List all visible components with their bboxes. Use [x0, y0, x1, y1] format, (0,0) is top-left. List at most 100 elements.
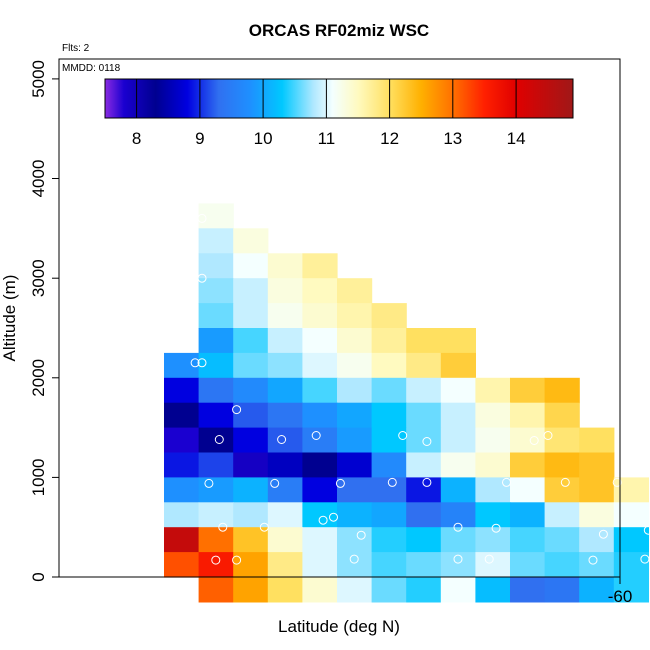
heatmap-cell [233, 452, 269, 478]
heatmap-cell [579, 452, 615, 478]
y-tick-label: 2000 [29, 359, 48, 397]
heatmap-cell [198, 402, 234, 429]
heatmap-cell [510, 402, 546, 429]
heatmap-cell [302, 452, 338, 478]
heatmap-cell [406, 477, 442, 503]
heatmap-cell [406, 502, 442, 528]
heatmap-cell [613, 502, 649, 528]
heatmap-cell [233, 352, 269, 379]
heatmap-cell [579, 477, 615, 503]
heatmap-cell [267, 377, 303, 404]
heatmap-cell [544, 527, 580, 553]
heatmap-cell [302, 502, 338, 528]
flight-marker [329, 512, 338, 522]
flight-marker [197, 273, 207, 283]
heatmap-cell [337, 328, 373, 354]
flight-marker [643, 525, 650, 535]
heatmap-cell [302, 427, 338, 454]
heatmap-cell [198, 377, 234, 404]
y-tick-label: 0 [29, 572, 48, 581]
heatmap-cell [337, 502, 373, 528]
heatmap-cell [510, 377, 546, 404]
heatmap-cell [302, 253, 338, 279]
heatmap-cell [406, 377, 442, 404]
heatmap-cell [440, 477, 476, 503]
heatmap-cell [302, 402, 338, 429]
heatmap-cell [406, 577, 442, 603]
heatmap-cell [371, 303, 407, 329]
heatmap-cell [579, 552, 615, 578]
flight-marker [605, 358, 615, 368]
heatmap-cell [233, 502, 269, 528]
heatmap-cell [544, 452, 580, 478]
colorbar-tick-label: 9 [195, 129, 204, 148]
flight-marker [543, 431, 553, 440]
heatmap-cell [198, 427, 234, 454]
heatmap-cell [337, 402, 373, 429]
heatmap-cell [198, 527, 234, 553]
y-axis: 0 1000 2000 3000 4000 5000 [29, 60, 59, 582]
flight-marker [204, 478, 214, 488]
flight-marker [197, 358, 207, 368]
colorbar-tick-label: 10 [254, 129, 273, 148]
heatmap-cell [440, 377, 476, 404]
flight-marker [422, 477, 432, 487]
colorbar-tick-label: 11 [318, 129, 336, 148]
heatmap-cell [337, 303, 373, 329]
flight-marker [560, 477, 570, 487]
heatmap-cell [164, 552, 200, 578]
heatmap-cell [267, 253, 303, 279]
heatmap-cell [267, 577, 303, 603]
flight-marker [640, 554, 650, 564]
colorbar-tick-label: 12 [380, 129, 399, 148]
heatmap-cell [475, 452, 511, 478]
flights-count-label: Flts: 2 [62, 43, 90, 54]
heatmap-cell [337, 427, 373, 454]
heatmap-cell [164, 502, 200, 528]
heatmap-cell [233, 577, 269, 603]
heatmap-cell [475, 427, 511, 454]
heatmap-cell [233, 427, 269, 454]
flight-marker [318, 515, 328, 525]
flight-marker [356, 530, 366, 540]
heatmap-cell [233, 552, 269, 578]
heatmap-cell [302, 328, 338, 354]
heatmap-cell [510, 477, 546, 503]
heatmap-cell [302, 278, 338, 304]
flight-marker [398, 431, 408, 440]
heatmap-cell [267, 303, 303, 329]
heatmap-cell [371, 527, 407, 553]
flight-marker [349, 554, 359, 564]
heatmap-cell [440, 402, 476, 429]
heatmap-cell [337, 377, 373, 404]
flight-marker [387, 477, 397, 487]
heatmap-cell [510, 577, 546, 603]
heatmap-cell [337, 452, 373, 478]
y-tick-label: 4000 [29, 160, 48, 198]
heatmap-cell [579, 427, 615, 454]
x-axis: -60 [608, 577, 632, 606]
heatmap-cell [475, 552, 511, 578]
heatmap-cell [371, 377, 407, 404]
heatmap-cell [233, 228, 269, 254]
flight-marker [623, 405, 633, 415]
y-axis-label: Altitude (m) [0, 275, 19, 362]
flight-marker [218, 522, 228, 532]
flight-marker [232, 555, 242, 565]
flight-marker [211, 555, 221, 565]
flight-marker [502, 477, 511, 487]
x-axis-label: Latitude (deg N) [278, 617, 400, 636]
flight-marker [626, 435, 636, 444]
heatmap-cell [302, 527, 338, 553]
heatmap-cell [544, 577, 580, 603]
heatmap-cell [337, 552, 373, 578]
heatmap-cell [371, 402, 407, 429]
heatmap-cell [233, 402, 269, 429]
heatmap-cell [579, 502, 615, 528]
heatmap-cell [267, 527, 303, 553]
heatmap-cell [544, 552, 580, 578]
heatmap-cell [440, 328, 476, 354]
flight-marker [259, 522, 269, 532]
heatmap-cell [371, 552, 407, 578]
